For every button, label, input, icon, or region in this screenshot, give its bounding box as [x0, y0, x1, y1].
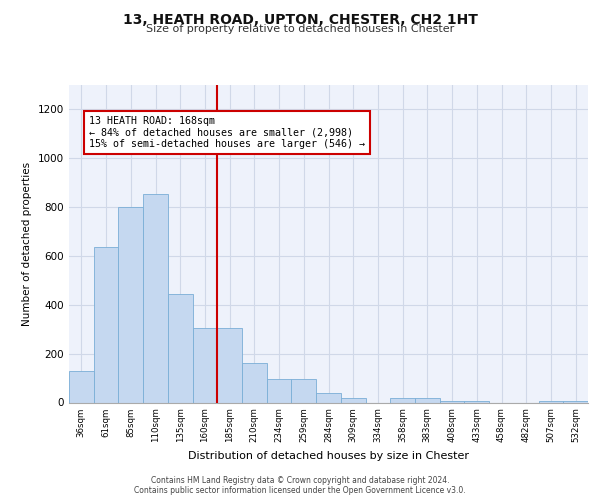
Bar [69, 371, 94, 402]
Bar [118, 207, 143, 402]
Bar [143, 194, 168, 402]
Bar [94, 248, 118, 402]
Bar [168, 294, 193, 403]
Bar [193, 328, 217, 402]
Text: Contains HM Land Registry data © Crown copyright and database right 2024.
Contai: Contains HM Land Registry data © Crown c… [134, 476, 466, 495]
Text: 13 HEATH ROAD: 168sqm
← 84% of detached houses are smaller (2,998)
15% of semi-d: 13 HEATH ROAD: 168sqm ← 84% of detached … [89, 116, 365, 148]
Bar [390, 398, 415, 402]
Bar [415, 398, 440, 402]
Bar [217, 328, 242, 402]
Text: Size of property relative to detached houses in Chester: Size of property relative to detached ho… [146, 24, 454, 34]
Text: 13, HEATH ROAD, UPTON, CHESTER, CH2 1HT: 13, HEATH ROAD, UPTON, CHESTER, CH2 1HT [122, 12, 478, 26]
Bar [267, 380, 292, 402]
X-axis label: Distribution of detached houses by size in Chester: Distribution of detached houses by size … [188, 450, 469, 460]
Bar [316, 392, 341, 402]
Bar [341, 398, 365, 402]
Y-axis label: Number of detached properties: Number of detached properties [22, 162, 32, 326]
Bar [242, 364, 267, 403]
Bar [292, 380, 316, 402]
